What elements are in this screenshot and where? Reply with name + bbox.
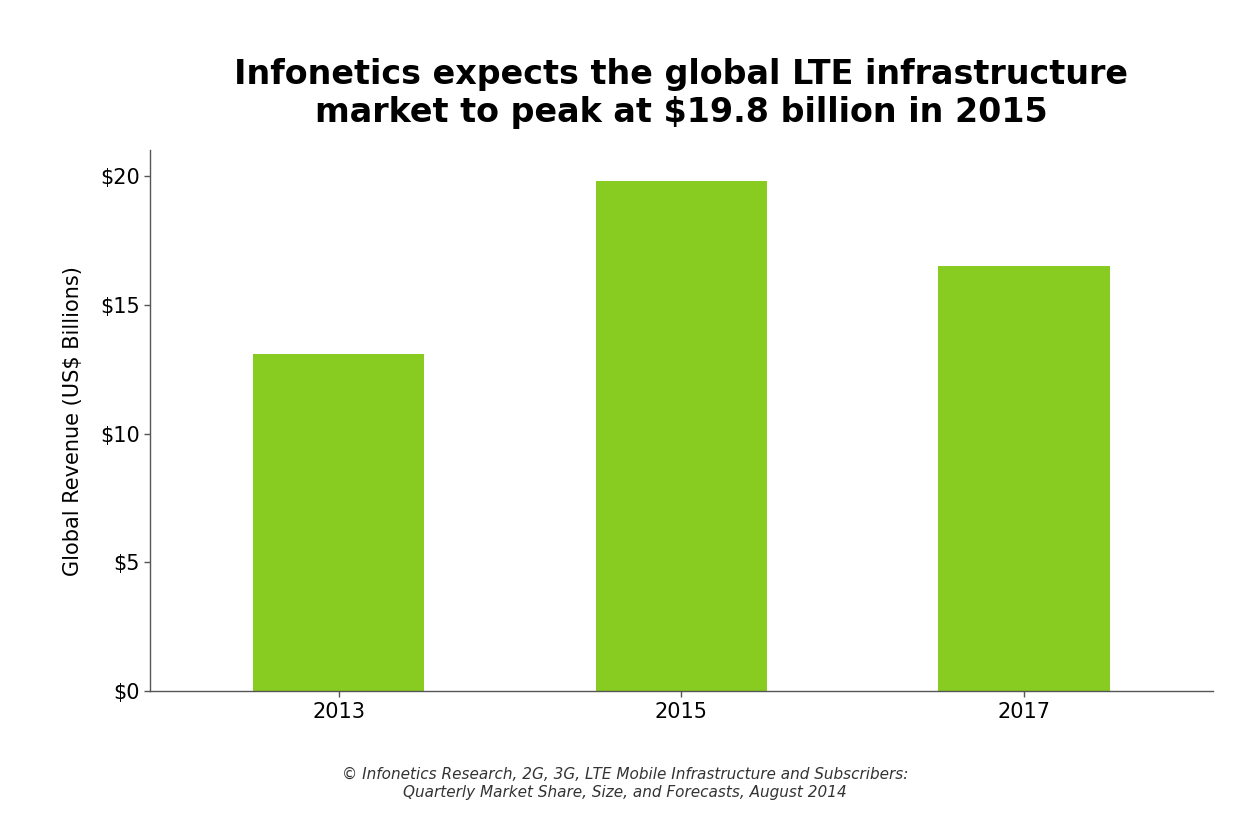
Title: Infonetics expects the global LTE infrastructure
market to peak at $19.8 billion: Infonetics expects the global LTE infras… (234, 58, 1129, 129)
Bar (595, 181, 768, 691)
Y-axis label: Global Revenue (US$ Billions): Global Revenue (US$ Billions) (64, 266, 84, 576)
Bar (939, 266, 1110, 691)
Text: © Infonetics Research, 2G, 3G, LTE Mobile Infrastructure and Subscribers:
Quarte: © Infonetics Research, 2G, 3G, LTE Mobil… (341, 767, 909, 800)
Bar (253, 354, 424, 691)
